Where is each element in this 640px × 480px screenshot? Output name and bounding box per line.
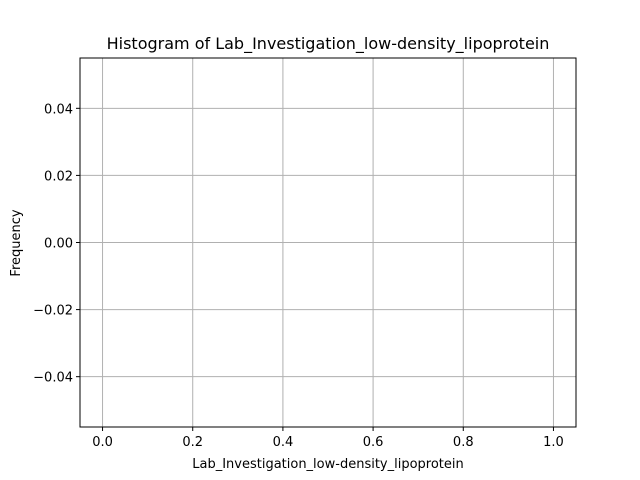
- chart-title: Histogram of Lab_Investigation_low-densi…: [107, 34, 550, 54]
- x-tick-label: 0.6: [363, 435, 384, 450]
- x-tick-label: 0.2: [182, 435, 203, 450]
- x-tick-label: 0.8: [453, 435, 474, 450]
- y-tick-label: −0.04: [33, 371, 73, 386]
- y-tick-label: −0.02: [33, 304, 73, 319]
- y-tick-label: 0.00: [44, 237, 73, 252]
- y-axis-label: Frequency: [9, 209, 24, 276]
- y-tick-label: 0.02: [44, 169, 73, 184]
- axis-ticks: 0.0 0.2 0.4 0.6 0.8 1.0 −0.04 −0.02 0.00 0.02 0.04: [33, 102, 564, 450]
- plot-area-frame: [79, 57, 577, 428]
- x-tick-label: 0.4: [273, 435, 294, 450]
- x-tick-label: 0.0: [92, 435, 113, 450]
- x-axis-label: Lab_Investigation_low-density_lipoprotei…: [192, 457, 464, 472]
- x-tick-label: 1.0: [543, 435, 564, 450]
- grid-lines: [80, 58, 576, 427]
- y-tick-label: 0.04: [44, 102, 73, 117]
